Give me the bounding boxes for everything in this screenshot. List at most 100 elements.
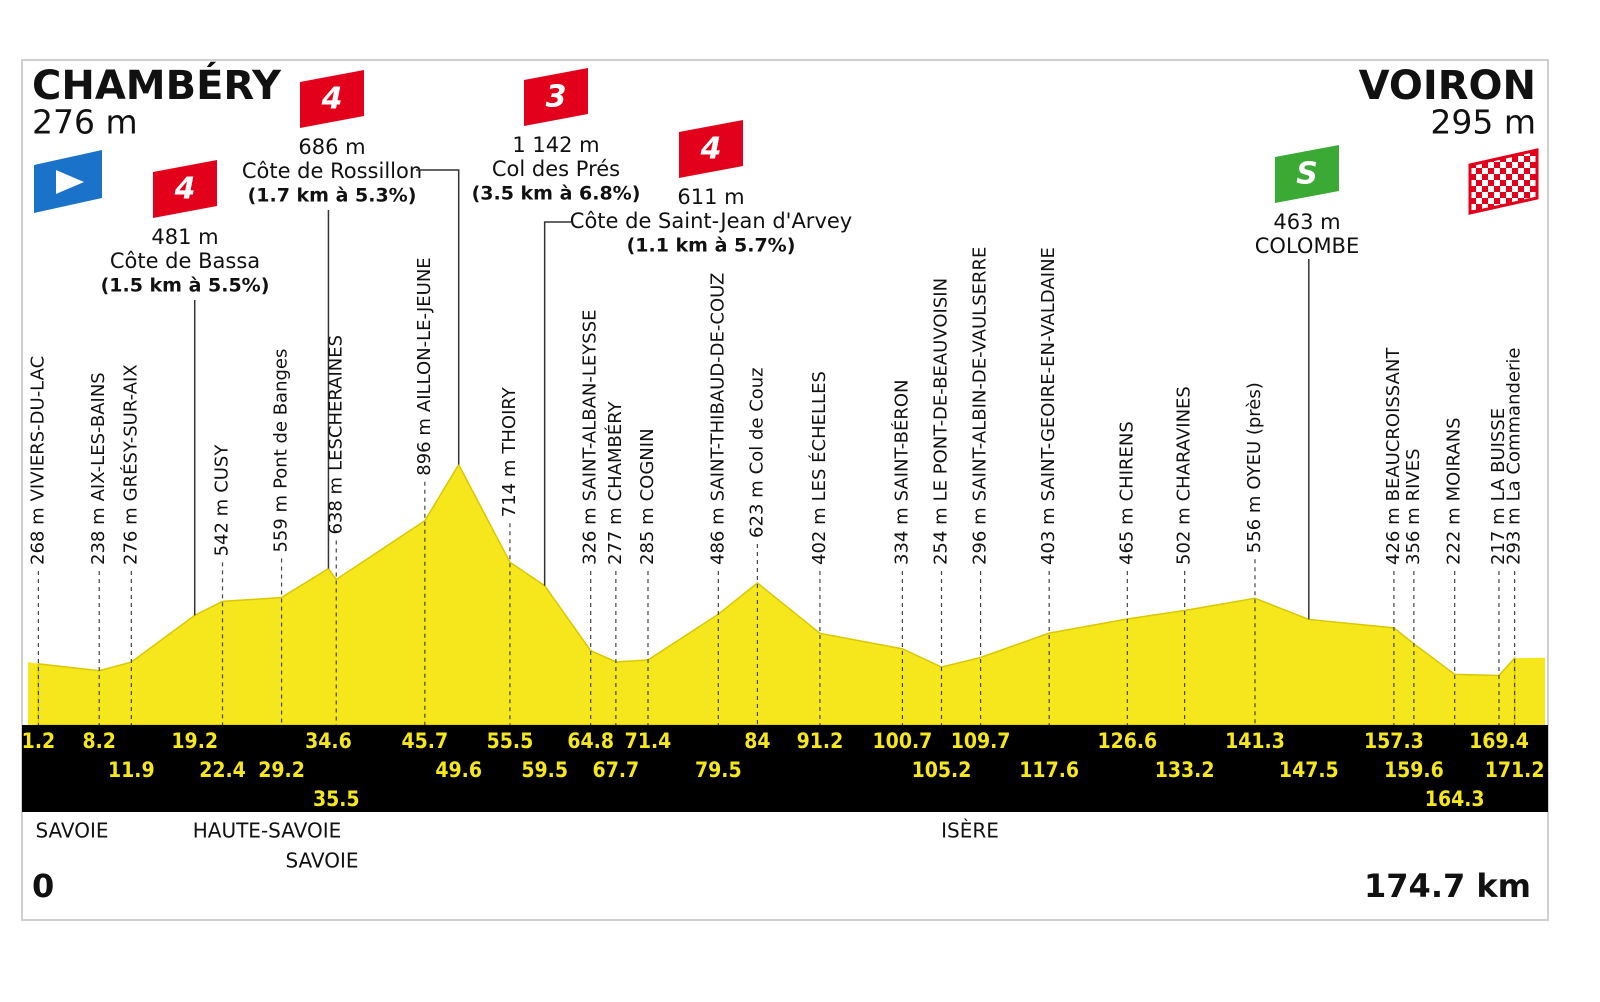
km-label: 117.6 [1019,758,1079,782]
waypoint-elevation: 542 m [212,499,233,557]
climb-name: Côte de Saint-Jean d'Arvey [570,209,852,233]
waypoint-name: LES ÉCHELLES [808,371,830,501]
waypoint-elevation: 896 m [414,418,435,476]
climb-detail: (1.7 km à 5.3%) [248,185,417,207]
km-label: 55.5 [487,729,534,753]
km-label: 34.6 [305,729,352,753]
waypoint-label: 217 m LA BUISSE [1488,408,1509,565]
waypoint-label: 293 m La Commanderie [1504,348,1525,565]
km-label: 147.5 [1279,758,1339,782]
km-label: 22.4 [199,758,246,782]
km-label: 8.2 [82,729,115,753]
climb-name: COLOMBE [1255,234,1359,258]
waypoint-elevation: 254 m [930,507,951,565]
profile-area [37,463,1516,726]
waypoint-name: La Commanderie [1504,348,1525,502]
climb-elevation: 463 m [1273,210,1340,234]
km-label: 159.6 [1384,758,1444,782]
km-label: 105.2 [912,758,972,782]
region-label: HAUTE-SAVOIE [193,819,342,843]
waypoint-name: LE PONT-DE-BEAUVOISIN [930,278,951,501]
waypoint-label: 268 m VIVIERS-DU-LAC [27,356,48,565]
waypoint-name: SAINT-GEOIRE-EN-VALDAINE [1038,247,1059,501]
waypoint-label: 502 m CHARAVINES [1174,386,1195,565]
climb-category: 4 [700,132,722,167]
climb-category: 4 [174,172,196,207]
km-label: 126.6 [1097,729,1157,753]
region-label: SAVOIE [35,819,108,843]
waypoint-elevation: 714 m [499,460,520,518]
climb-icon [679,120,743,178]
waypoint-label: 222 m MOIRANS [1444,417,1465,565]
waypoint-label: 334 m SAINT-BÉRON [890,379,912,565]
km-label: 100.7 [873,729,933,753]
waypoint-name: AIX-LES-BAINS [88,372,109,501]
km-label: 109.7 [951,729,1011,753]
km-label: 59.5 [521,758,568,782]
waypoint-label: 465 m CHIRENS [1116,421,1137,565]
profile-start [28,662,39,725]
waypoint-elevation: 356 m [1403,507,1424,565]
climb-icon [300,70,364,128]
waypoint-elevation: 334 m [891,507,912,565]
km-label: 35.5 [313,787,360,811]
waypoint-label: 623 m Col de Couz [746,367,767,538]
waypoint-label: 402 m LES ÉCHELLES [808,371,830,565]
climb-name: Côte de Rossillon [242,159,422,183]
waypoint-name: AILLON-LE-JEUNE [414,257,435,412]
waypoint-label: 426 m BEAUCROISSANT [1383,347,1404,565]
km-label: 164.3 [1425,787,1485,811]
waypoint-elevation: 559 m [271,495,292,553]
distance-label: 0 [32,867,54,905]
waypoint-label: 238 m AIX-LES-BAINS [88,372,109,565]
waypoint-name: BEAUCROISSANT [1383,347,1404,502]
finish-icon [1468,148,1539,215]
waypoint-name: THOIRY [499,386,520,454]
km-label: 1.2 [22,729,55,753]
start-name: CHAMBÉRY [32,61,282,109]
climb-elevation: 686 m [298,135,365,159]
waypoint-name: SAINT-BÉRON [890,379,912,501]
waypoint-label: 714 m THOIRY [499,386,520,517]
climb-detail: (3.5 km à 6.8%) [472,183,641,205]
climb-category: S [1296,157,1318,192]
waypoint-name: CHIRENS [1116,421,1137,501]
climb-elevation: 481 m [151,225,218,249]
waypoint-elevation: 296 m [970,507,991,565]
climb: 3 1 142 mCol des Prés(3.5 km à 6.8%) [416,68,640,465]
waypoint-name: GRÉSY-SUR-AIX [119,364,141,501]
km-label: 64.8 [567,729,614,753]
waypoint-elevation: 217 m [1488,507,1509,565]
waypoint-name: VIVIERS-DU-LAC [27,356,48,502]
waypoint-label: 356 m RIVES [1403,448,1424,565]
start-icon [34,150,102,213]
waypoint-elevation: 502 m [1174,507,1195,565]
waypoint-elevation: 465 m [1116,507,1137,565]
waypoint-name: RIVES [1403,448,1424,501]
climb-name: Côte de Bassa [110,249,260,273]
waypoint-elevation: 403 m [1038,507,1059,565]
km-label: 49.6 [435,758,482,782]
climb-category: 3 [546,80,567,115]
waypoint-label: 276 m GRÉSY-SUR-AIX [119,364,141,565]
km-label: 67.7 [593,758,640,782]
waypoint-label: 277 m CHAMBÉRY [604,400,626,565]
climb-detail: (1.5 km à 5.5%) [101,275,270,297]
waypoint-elevation: 238 m [88,507,109,565]
km-label: 45.7 [402,729,449,753]
km-label: 19.2 [171,729,218,753]
km-label: 141.3 [1225,729,1285,753]
waypoint-name: CUSY [212,444,233,493]
climb-elevation: 611 m [677,185,744,209]
waypoint-name: SAINT-ALBAN-LEYSSE [580,310,601,502]
waypoint-elevation: 276 m [120,507,141,565]
km-band [22,725,1548,812]
climb-name: Col des Prés [492,157,620,181]
km-label: 157.3 [1364,729,1424,753]
climb-icon [524,68,588,126]
waypoint-elevation: 293 m [1504,507,1525,565]
finish-name: VOIRON [1359,63,1536,109]
climb-category: 4 [321,82,343,117]
